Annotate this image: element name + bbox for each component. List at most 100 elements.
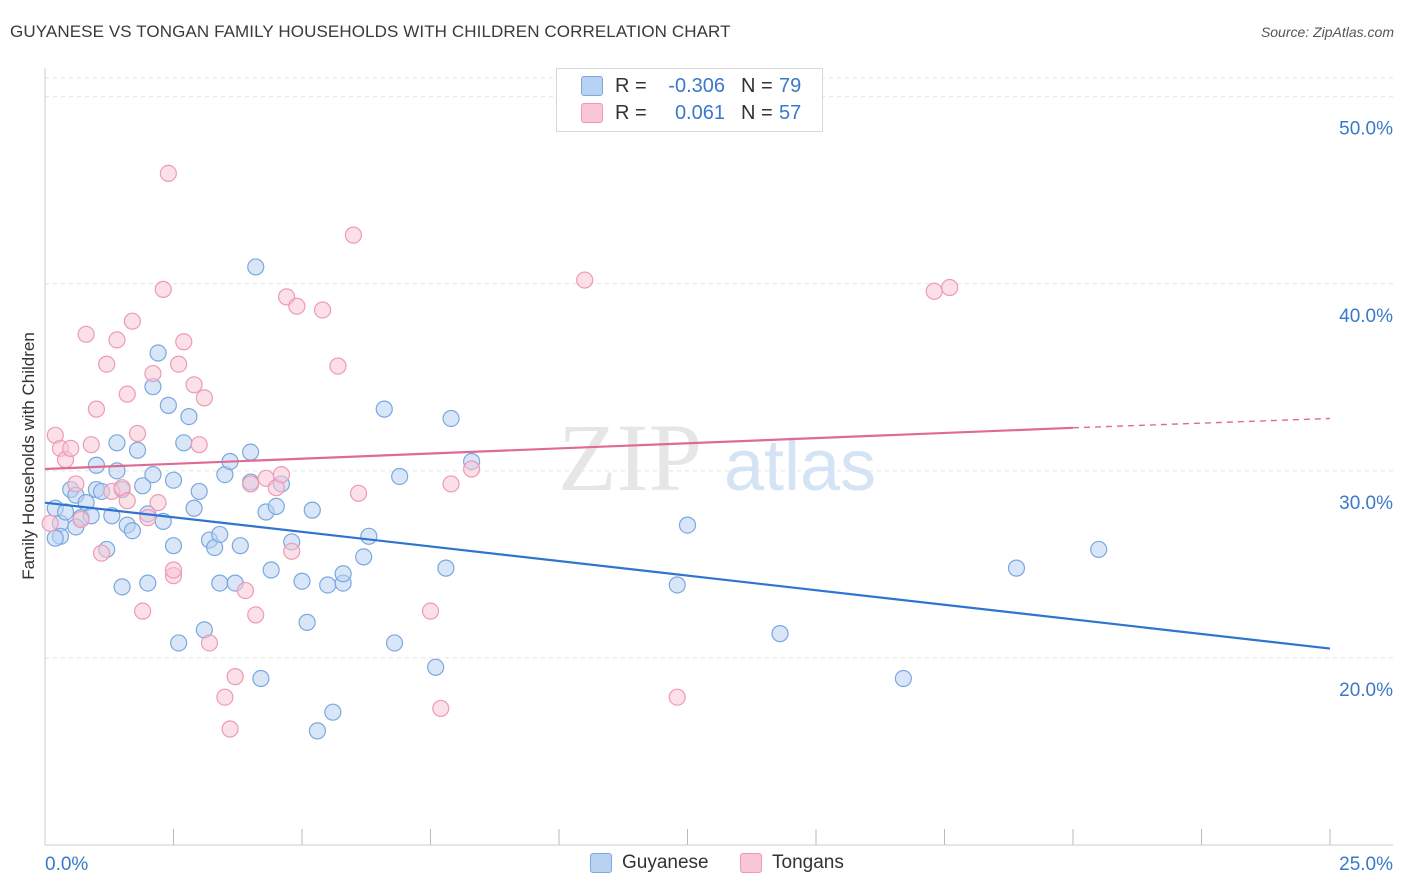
point-guyanese: [108, 434, 126, 452]
watermark-zip: ZIP: [558, 404, 702, 511]
point-tongans: [72, 510, 90, 529]
point-tongans: [82, 436, 100, 454]
point-tongans: [432, 699, 450, 718]
legend-r-value: -0.306: [668, 74, 725, 97]
point-guyanese: [678, 516, 697, 534]
point-tongans: [283, 542, 301, 560]
point-tongans: [118, 385, 136, 403]
point-guyanese: [211, 525, 229, 544]
point-guyanese: [123, 522, 141, 540]
point-tongans: [272, 465, 291, 484]
y-axis-label: Family Households with Children: [19, 332, 38, 580]
legend-item-tongans[interactable]: Tongans: [740, 852, 844, 874]
point-guyanese: [190, 482, 208, 501]
y-tick-label: 30.0%: [1339, 493, 1393, 514]
point-tongans: [421, 602, 440, 620]
legend-n-label: N =: [741, 74, 773, 97]
point-guyanese: [231, 537, 249, 555]
x-tick-label: 25.0%: [1339, 854, 1393, 875]
legend-n-value: 79: [779, 74, 802, 97]
point-guyanese: [771, 625, 789, 643]
point-tongans: [349, 484, 368, 502]
point-guyanese: [46, 529, 64, 547]
point-tongans: [242, 475, 260, 493]
point-guyanese: [894, 669, 912, 688]
legend-swatch-tongans: [581, 103, 603, 123]
point-guyanese: [180, 408, 198, 426]
point-guyanese: [355, 548, 373, 566]
source-label: Source: ZipAtlas.com: [1260, 24, 1394, 40]
point-tongans: [128, 424, 147, 443]
watermark: ZIP atlas: [558, 404, 876, 511]
trendline-tongans-extension: [1072, 417, 1331, 429]
point-guyanese: [267, 497, 285, 515]
series-legend: Guyanese Tongans: [0, 852, 1406, 878]
point-tongans: [118, 492, 136, 510]
x-tick-label: 0.0%: [45, 854, 88, 875]
legend-swatch: [590, 853, 612, 873]
point-tongans: [144, 364, 162, 383]
point-guyanese: [242, 443, 260, 461]
point-guyanese: [324, 703, 342, 721]
point-tongans: [149, 494, 167, 512]
legend-n-label: N =: [741, 101, 773, 124]
point-guyanese: [298, 613, 316, 631]
point-tongans: [195, 389, 213, 407]
legend-label: Tongans: [772, 852, 844, 873]
point-tongans: [576, 271, 594, 289]
legend-r-value: 0.061: [674, 101, 725, 124]
point-guyanese: [252, 669, 270, 688]
point-guyanese: [87, 456, 106, 474]
point-guyanese: [185, 499, 203, 517]
point-tongans: [941, 278, 959, 297]
point-guyanese: [170, 634, 188, 652]
legend-item-guyanese[interactable]: Guyanese: [590, 852, 709, 874]
correlation-legend: R = -0.306 N = 79 R = 0.061 N = 57: [556, 68, 823, 132]
point-tongans: [123, 312, 141, 330]
point-guyanese: [1090, 540, 1108, 559]
point-tongans: [226, 668, 244, 686]
point-guyanese: [164, 537, 183, 555]
point-guyanese: [262, 561, 280, 579]
legend-n-value: 57: [779, 101, 802, 124]
point-tongans: [170, 355, 188, 373]
legend-label: Guyanese: [622, 852, 709, 873]
trend-layer: [44, 417, 1331, 650]
point-guyanese: [175, 434, 193, 452]
point-guyanese: [144, 465, 162, 484]
point-tongans: [200, 634, 219, 652]
point-tongans: [139, 509, 157, 527]
point-tongans: [329, 357, 347, 375]
point-tongans: [41, 514, 59, 532]
point-tongans: [344, 226, 362, 244]
point-guyanese: [442, 409, 460, 428]
point-tongans: [108, 331, 126, 349]
y-tick-label: 40.0%: [1339, 306, 1393, 327]
point-tongans: [159, 164, 177, 183]
point-tongans: [134, 602, 152, 620]
point-guyanese: [293, 572, 311, 590]
point-tongans: [236, 581, 255, 600]
point-tongans: [185, 376, 203, 394]
axis-layer: 20.0% 30.0% 40.0% 50.0% 0.0% 25.0%: [44, 68, 1393, 875]
point-guyanese: [375, 400, 393, 418]
point-guyanese: [139, 574, 157, 592]
legend-row-guyanese: R = -0.306 N = 79: [581, 73, 801, 99]
point-guyanese: [360, 527, 378, 545]
point-tongans: [87, 400, 106, 418]
point-guyanese: [164, 471, 183, 489]
point-guyanese: [437, 559, 455, 577]
point-tongans: [62, 439, 80, 458]
point-tongans: [442, 475, 460, 493]
point-guyanese: [159, 396, 177, 414]
point-tongans: [190, 436, 208, 454]
point-tongans: [164, 561, 183, 579]
grid-layer: [45, 77, 1393, 659]
point-guyanese: [128, 441, 147, 459]
point-tongans: [463, 460, 481, 478]
point-tongans: [67, 475, 85, 493]
legend-swatch-guyanese: [581, 76, 603, 96]
point-guyanese: [303, 501, 321, 519]
point-tongans: [288, 297, 306, 315]
